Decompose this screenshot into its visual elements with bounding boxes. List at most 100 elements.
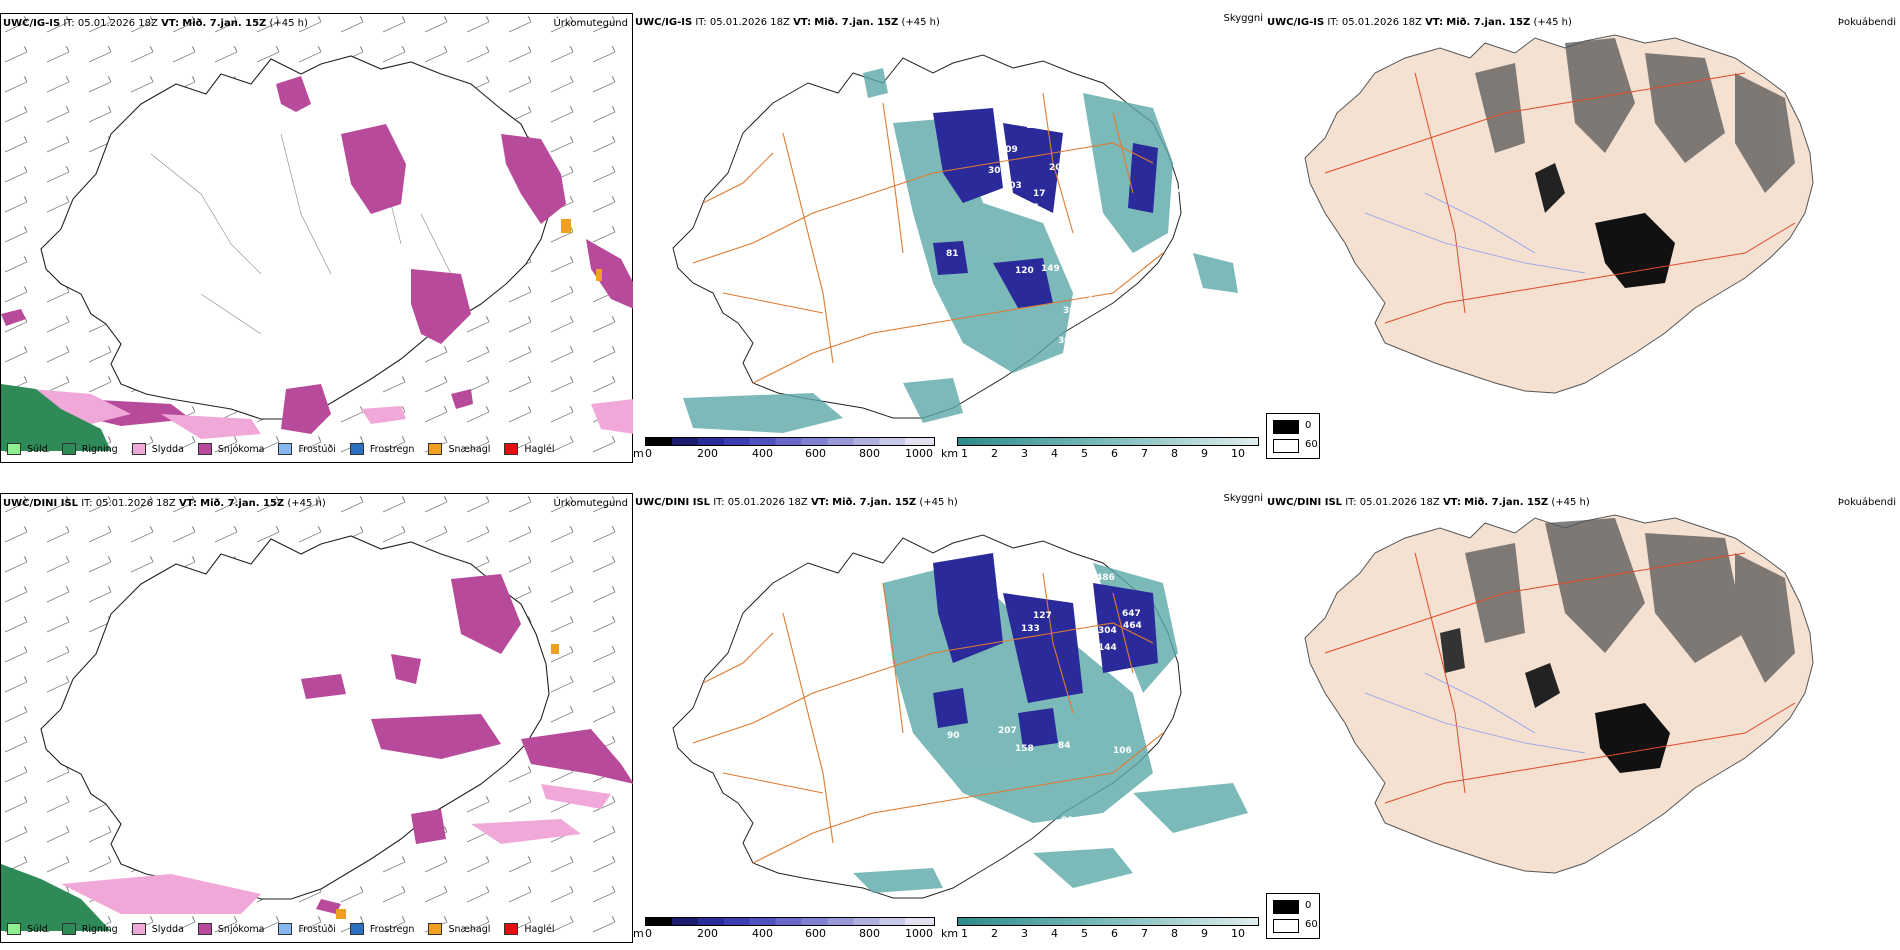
legend-item: Frostúði (278, 443, 336, 455)
svg-text:105: 105 (1003, 566, 1022, 576)
rivers (1364, 192, 1586, 274)
panel-type-label: Úrkomutegund (553, 498, 628, 509)
precip-panel-top: UWC/IG-IS IT: 05.01.2026 18Z VT: Mið. 7.… (0, 13, 634, 464)
legend-item: Haglél (504, 443, 555, 455)
vis-tick: 5 (1081, 447, 1088, 460)
vis-tick: 7 (1141, 447, 1148, 460)
svg-text:243: 243 (1143, 701, 1162, 711)
iceland-outline (40, 535, 550, 900)
panel-title: UWC/IG-IS IT: 05.01.2026 18Z VT: Mið. 7.… (1267, 17, 1572, 28)
dense-fog-area (1440, 628, 1465, 673)
svg-text:34: 34 (1171, 186, 1184, 196)
dense-fog-area (1595, 703, 1670, 773)
vis-tick: 8 (1171, 447, 1178, 460)
vis-tick: 2 (991, 447, 998, 460)
legend-item: Súld (7, 443, 48, 455)
visibility-map-top: 409 301 303 200 81 120 149 140 163 301 3… (672, 54, 1238, 433)
ceiling-tick: 600 (805, 447, 826, 460)
vis-tick: 1 (961, 447, 968, 460)
precip-legend: Súld Rigning Slydda Snjókoma Frostúði Fr… (7, 923, 569, 935)
svg-text:27: 27 (1026, 203, 1039, 213)
ceiling-tick: 200 (697, 447, 718, 460)
ceiling-colorbar: m 0 200 400 600 800 1000 (633, 437, 935, 463)
fog-panel-bottom: UWC/DINI ISL IT: 05.01.2026 18Z VT: Mið.… (1265, 493, 1900, 893)
svg-text:120: 120 (1015, 266, 1034, 276)
vis-tick: 4 (1051, 447, 1058, 460)
ceiling-tick: 800 (859, 447, 880, 460)
snow-areas (301, 574, 634, 914)
vis-tick: 4 (1051, 927, 1058, 940)
svg-text:83: 83 (1061, 816, 1074, 826)
low-ceiling-areas (933, 553, 1158, 748)
vis-tick: 6 (1111, 447, 1118, 460)
legend-item: Slydda (131, 443, 184, 455)
sleet-areas (61, 784, 611, 914)
ceiling-value-labels: 409 301 303 200 81 120 149 140 163 301 3… (946, 121, 1184, 346)
low-ceiling-areas (933, 108, 1158, 308)
svg-text:140: 140 (1095, 281, 1114, 291)
ceiling-tick: 200 (697, 927, 718, 940)
ceiling-tick: 400 (752, 927, 773, 940)
dense-fog-area (1595, 213, 1675, 288)
ceiling-colorbar: m 0 200 400 600 800 1000 (633, 917, 935, 943)
svg-text:301: 301 (1063, 306, 1082, 316)
vis-tick: 9 (1201, 927, 1208, 940)
svg-text:647: 647 (1122, 609, 1141, 619)
rivers (1364, 672, 1586, 754)
fog-road-network (1324, 72, 1796, 324)
visibility-map-bottom: 122 105 486 647 464 133 127 304 144 90 2… (672, 534, 1248, 899)
snow-pellet-areas (561, 219, 602, 281)
visibility-colorbar: km 1 2 3 4 5 6 7 8 9 10 (941, 437, 1259, 463)
panel-type-label: Skyggni (1223, 493, 1263, 504)
fog-map-top (1304, 34, 1814, 394)
panel-title: UWC/DINI ISL IT: 05.01.2026 18Z VT: Mið.… (3, 498, 326, 509)
precip-panel-bottom: UWC/DINI ISL IT: 05.01.2026 18Z VT: Mið.… (0, 493, 634, 944)
legend-item: Snjókoma (197, 443, 264, 455)
svg-text:122: 122 (1018, 553, 1037, 563)
fog-map-bottom (1304, 514, 1814, 874)
legend-item: Snæhagl (428, 443, 490, 455)
panel-title: UWC/DINI ISL IT: 05.01.2026 18Z VT: Mið.… (1267, 497, 1590, 508)
vis-tick: 1 (961, 927, 968, 940)
legend-item: Frostregn (349, 923, 414, 935)
road-network (692, 572, 1164, 864)
svg-text:207: 207 (998, 726, 1017, 736)
vis-tick: 7 (1141, 927, 1148, 940)
panel-type-label: Úrkomutegund (553, 18, 628, 29)
vis-tick: 9 (1201, 447, 1208, 460)
ceiling-unit: m (633, 927, 644, 940)
legend-item: Súld (7, 923, 48, 935)
svg-text:486: 486 (1096, 573, 1115, 583)
precip-legend: Súld Rigning Slydda Snjókoma Frostúði Fr… (7, 443, 569, 455)
legend-item: Snæhagl (428, 923, 490, 935)
ceiling-tick: 1000 (905, 447, 933, 460)
legend-item: Slydda (131, 923, 184, 935)
ceiling-tick: 1000 (905, 927, 933, 940)
ceiling-tick: 0 (645, 927, 652, 940)
vis-tick: 3 (1021, 927, 1028, 940)
svg-text:90: 90 (947, 731, 960, 741)
vis-unit: km (941, 927, 959, 940)
ceiling-value-labels: 122 105 486 647 464 133 127 304 144 90 2… (947, 553, 1186, 826)
svg-text:106: 106 (1113, 746, 1132, 756)
panel-type-label: Skyggni (1223, 13, 1263, 24)
vis-tick: 5 (1081, 927, 1088, 940)
vis-tick: 2 (991, 927, 998, 940)
visibility-panel-bottom: 122 105 486 647 464 133 127 304 144 90 2… (633, 493, 1265, 943)
fog-legend-top: 0 60 (1266, 413, 1320, 459)
snow-pellet-areas (336, 644, 559, 919)
svg-text:84: 84 (1058, 741, 1071, 751)
fog-legend-bottom: 0 60 (1266, 893, 1320, 939)
fog-road-network (1324, 552, 1796, 804)
fog-panel-top: UWC/IG-IS IT: 05.01.2026 18Z VT: Mið. 7.… (1265, 13, 1900, 413)
visibility-colorbar: km 1 2 3 4 5 6 7 8 9 10 (941, 917, 1259, 943)
svg-text:464: 464 (1123, 621, 1142, 631)
svg-text:17: 17 (1033, 189, 1046, 199)
panel-type-label: Þokuábendi (1837, 17, 1896, 28)
panel-title: UWC/IG-IS IT: 05.01.2026 18Z VT: Mið. 7.… (635, 17, 940, 28)
vis-tick: 3 (1021, 447, 1028, 460)
dense-fog-area (1535, 163, 1565, 213)
ceiling-tick: 800 (859, 927, 880, 940)
ceiling-unit: m (633, 447, 644, 460)
road-network (692, 92, 1164, 384)
